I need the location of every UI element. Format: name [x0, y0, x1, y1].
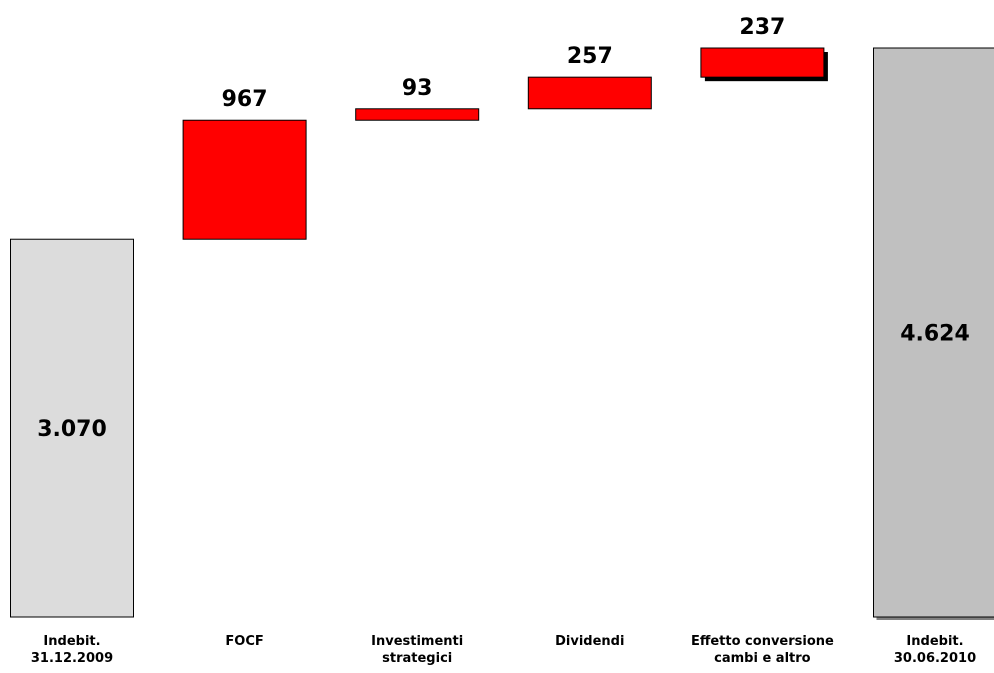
data-label-focf: 967 [222, 87, 268, 112]
bar-dividendi [527, 76, 652, 110]
data-label-effetto-conversione: 237 [739, 15, 785, 40]
category-label-effetto-conversione: Effetto conversione cambi e altro [690, 634, 834, 666]
bar-focf [182, 119, 307, 240]
category-label-focf: FOCF [225, 634, 264, 649]
data-label-dividendi: 257 [567, 44, 613, 69]
bar-investimenti-strategici [355, 108, 480, 121]
data-label-investimenti-strategici: 93 [402, 76, 433, 101]
category-label-indebit-2010: Indebit. 30.06.2010 [893, 634, 977, 666]
bar-indebit-2010 [873, 47, 994, 618]
category-label-investimenti-strategici: Investimenti strategici [371, 634, 464, 666]
data-label-indebit-2010: 4.624 [900, 322, 970, 347]
bar-effetto-conversione [700, 47, 825, 78]
bar-indebit-2009 [10, 238, 134, 618]
category-label-dividendi: Dividendi [555, 634, 625, 649]
data-label-indebit-2009: 3.070 [37, 417, 107, 442]
category-label-indebit-2009: Indebit. 31.12.2009 [30, 634, 114, 666]
